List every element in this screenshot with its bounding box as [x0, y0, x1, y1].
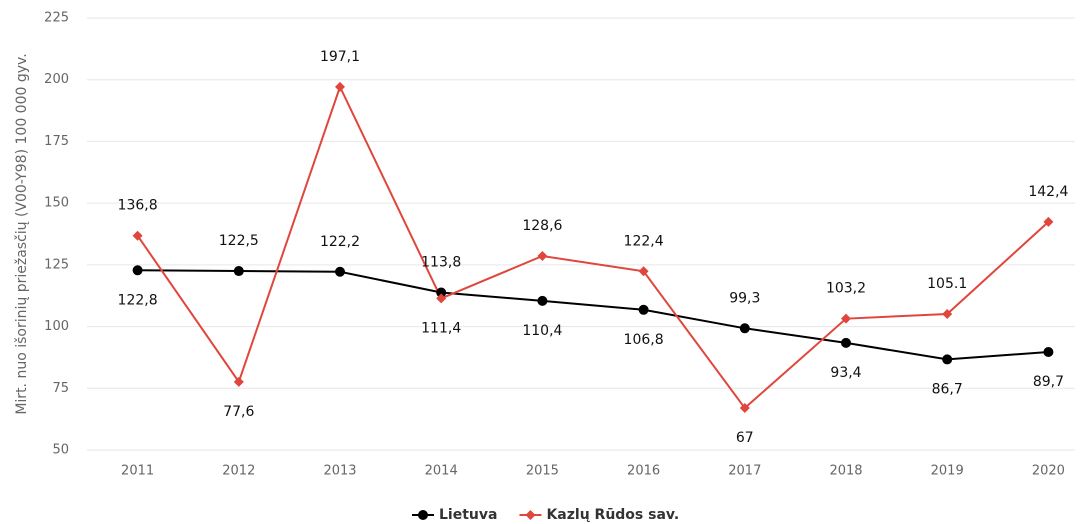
data-label: 122,5	[219, 233, 259, 249]
legend-label: Kazlų Rūdos sav.	[546, 507, 679, 523]
data-label: 86,7	[932, 381, 963, 397]
data-label: 122,2	[320, 234, 360, 250]
y-tick-label: 50	[52, 443, 69, 458]
point	[638, 304, 649, 315]
point	[1043, 216, 1054, 227]
point	[537, 295, 548, 306]
data-label: 128,6	[522, 218, 562, 234]
data-label: 93,4	[830, 365, 861, 381]
point	[942, 354, 953, 365]
data-label: 111,4	[421, 320, 461, 336]
y-tick-label: 100	[44, 319, 69, 334]
data-label: 99,3	[729, 290, 760, 306]
y-tick-label: 75	[52, 381, 69, 396]
series-line	[136, 84, 1050, 410]
y-axis-label: Mirt. nuo išorinių priežasčių (V00-Y98) …	[14, 53, 30, 414]
point	[436, 287, 447, 298]
x-tick-label: 2014	[425, 464, 458, 479]
data-label: 67	[736, 430, 754, 446]
data-label: 136,8	[118, 198, 158, 214]
point	[132, 265, 143, 276]
point	[739, 403, 750, 414]
y-tick-label: 125	[44, 257, 69, 272]
x-tick-label: 2017	[728, 464, 761, 479]
point	[537, 250, 548, 261]
point	[841, 313, 851, 324]
data-label: 106,8	[624, 332, 664, 348]
point	[739, 323, 750, 334]
y-tick-label: 150	[44, 196, 69, 211]
point	[233, 376, 244, 387]
data-label: 122,8	[118, 292, 158, 308]
x-tick-label: 2013	[323, 464, 356, 479]
data-label: 105.1	[927, 276, 967, 292]
point	[335, 266, 345, 277]
x-tick-label: 2015	[526, 464, 559, 479]
point	[436, 293, 447, 304]
series-line	[137, 269, 1049, 361]
x-tick-label: 2012	[222, 464, 255, 479]
x-tick-label: 2019	[931, 464, 964, 479]
data-label: 142,4	[1028, 184, 1068, 200]
data-label: 89,7	[1033, 374, 1064, 390]
data-label: 103,2	[826, 281, 866, 297]
point	[1043, 346, 1054, 357]
point	[841, 337, 851, 348]
x-tick-label: 2016	[627, 464, 660, 479]
x-tick-label: 2011	[121, 464, 154, 479]
x-tick-label: 2020	[1032, 464, 1065, 479]
legend-marker	[525, 510, 536, 520]
legend-label: Lietuva	[439, 507, 497, 523]
data-label: 197,1	[320, 49, 360, 65]
point	[638, 266, 649, 277]
point	[132, 230, 143, 241]
point	[942, 308, 953, 319]
y-tick-label: 225	[44, 11, 69, 26]
point	[233, 266, 244, 277]
data-label: 113,8	[421, 255, 461, 271]
y-tick-label: 175	[44, 134, 69, 149]
data-label: 77,6	[223, 404, 254, 420]
point	[335, 81, 345, 92]
data-label: 122,4	[624, 233, 664, 249]
x-tick-label: 2018	[829, 464, 862, 479]
legend-marker	[418, 510, 428, 520]
data-label: 110,4	[522, 323, 562, 339]
y-tick-label: 200	[44, 72, 69, 87]
